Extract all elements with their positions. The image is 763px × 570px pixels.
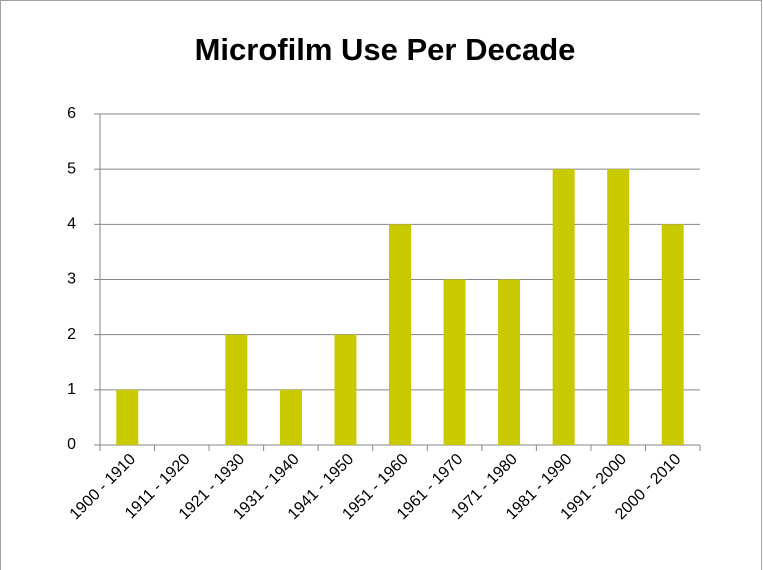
bar xyxy=(389,224,411,445)
bar xyxy=(279,389,302,445)
chart-title: Microfilm Use Per Decade xyxy=(195,32,576,67)
bar xyxy=(225,334,248,445)
bar xyxy=(116,389,139,445)
y-tick-label: 1 xyxy=(67,381,76,398)
y-tick-label: 4 xyxy=(67,216,76,233)
y-tick-label: 6 xyxy=(67,105,76,122)
y-tick-label: 2 xyxy=(67,326,76,343)
y-tick-label: 0 xyxy=(67,436,76,453)
bar xyxy=(661,224,684,445)
y-tick-label: 5 xyxy=(67,160,76,177)
y-tick-label: 3 xyxy=(67,271,76,288)
bar xyxy=(498,279,521,445)
bar xyxy=(552,169,575,445)
bar xyxy=(607,169,630,445)
bar xyxy=(443,279,466,445)
bar xyxy=(334,334,357,445)
